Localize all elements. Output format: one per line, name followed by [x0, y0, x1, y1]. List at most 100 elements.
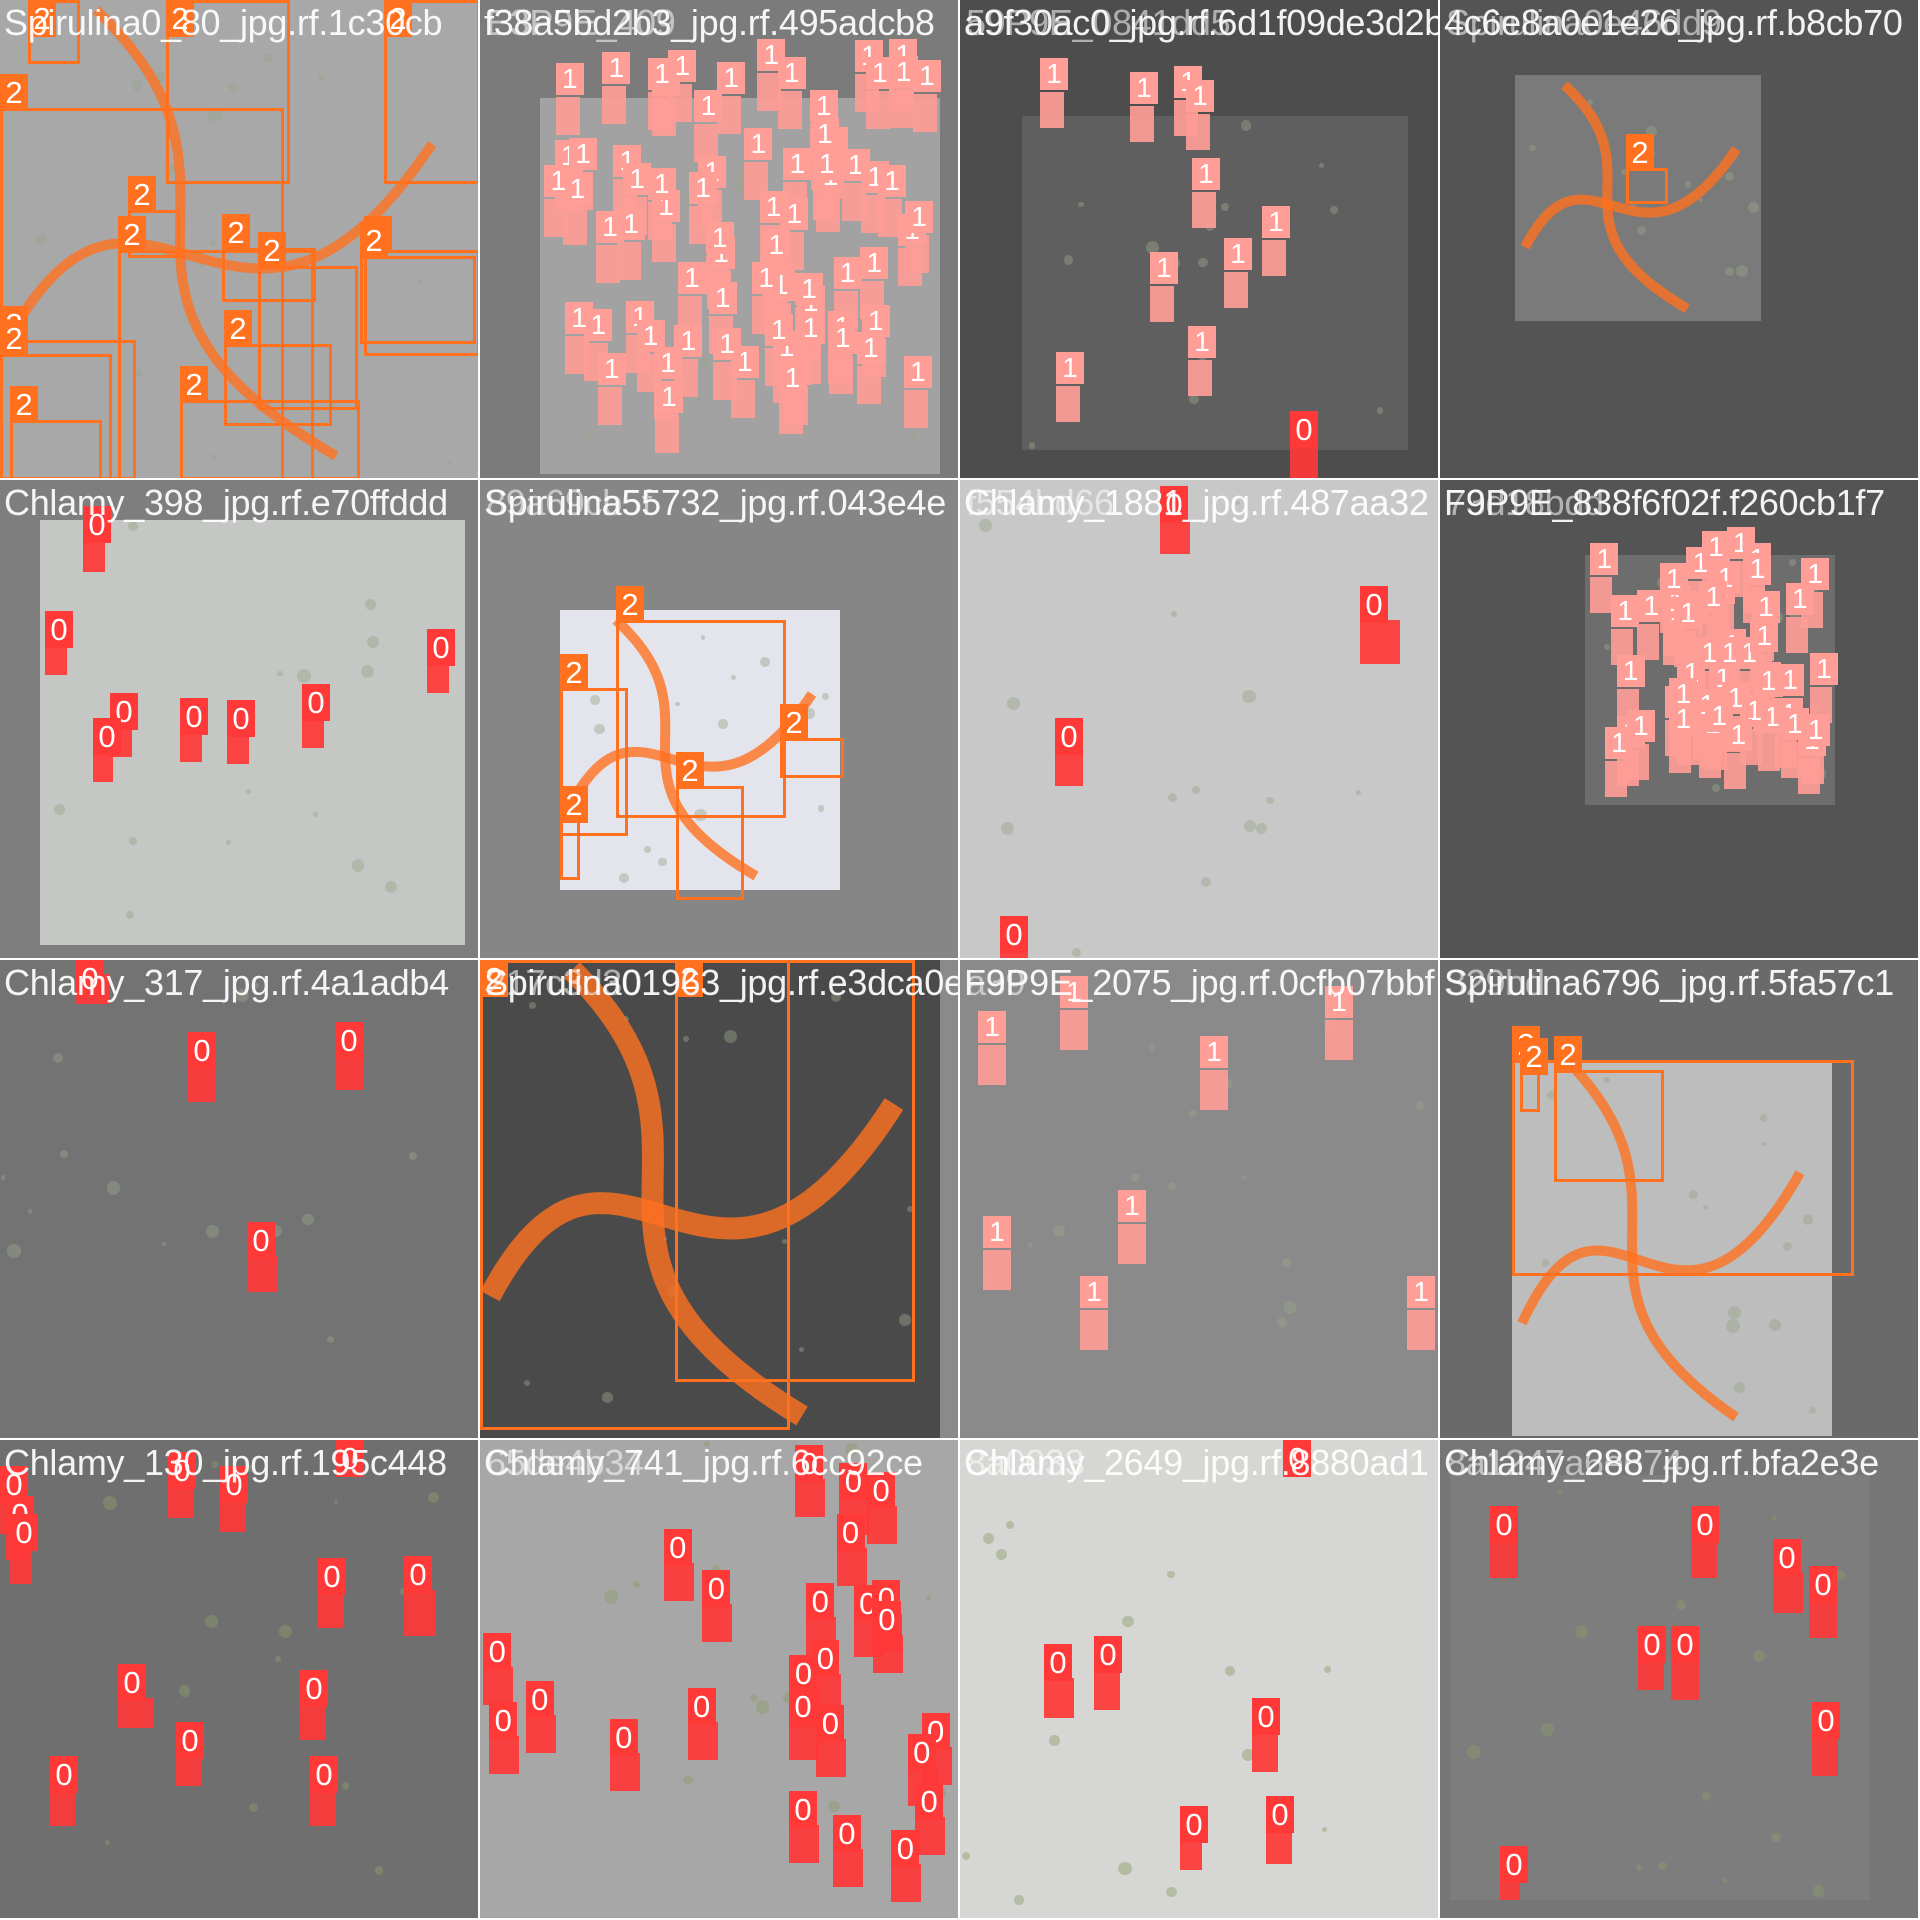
- detection-box: [176, 1756, 202, 1786]
- cell-speck: [235, 988, 250, 1003]
- spirulina-filament: [1517, 1170, 1805, 1326]
- cell-speck: [586, 434, 593, 442]
- detection-box: [480, 960, 790, 1430]
- class-label: 2: [222, 214, 250, 251]
- detection-box: [1080, 1310, 1108, 1350]
- detection-box: [832, 1849, 863, 1888]
- class-label: 1: [597, 352, 626, 385]
- class-label: 0: [76, 960, 104, 997]
- cell-speck: [1724, 171, 1735, 182]
- cell-speck: [1689, 1190, 1698, 1199]
- cell-speck: [718, 719, 728, 729]
- cell-speck: [274, 1656, 281, 1663]
- mosaic-tile: 1111111111111111111111111111111111111111…: [1440, 480, 1920, 960]
- cell-speck: [248, 1802, 259, 1813]
- class-label: 1: [1056, 352, 1084, 384]
- class-label: 1: [596, 210, 625, 243]
- class-label: 1: [1060, 976, 1088, 1008]
- class-label: 2: [166, 0, 194, 37]
- class-label: 0: [1812, 1702, 1840, 1739]
- cell-speck: [1761, 1141, 1766, 1147]
- class-label: 0: [83, 506, 111, 543]
- detection-box: [1638, 1660, 1664, 1690]
- class-label: 2: [1626, 134, 1654, 171]
- class-label: 1: [1150, 252, 1178, 284]
- class-label: 0: [1266, 1796, 1294, 1833]
- cell-speck: [1635, 1864, 1643, 1871]
- detection-box: [10, 420, 102, 478]
- class-label: 1: [1224, 238, 1252, 270]
- cell-speck: [178, 1685, 191, 1697]
- detection-box: [903, 390, 928, 429]
- cell-speck: [749, 1694, 758, 1703]
- cell-speck: [1167, 1182, 1176, 1191]
- detection-box: [560, 688, 628, 836]
- cell-speck: [682, 1035, 689, 1043]
- detection-box: [795, 1478, 826, 1517]
- cell-speck: [619, 873, 630, 884]
- spirulina-filament: [1572, 1066, 1739, 1422]
- cell-speck: [161, 1242, 166, 1247]
- class-label: 1: [717, 62, 746, 95]
- class-label: 0: [1490, 1506, 1518, 1543]
- detection-box: [663, 1563, 694, 1602]
- detection-box: [1044, 1678, 1074, 1718]
- tile-filename-overlap: 8a1247a6e674: [1446, 1442, 1683, 1483]
- class-label: 1: [1750, 620, 1779, 653]
- mosaic-tile: 0 0 0 0 Chlamy_1881_jpg.rf.487aa32 f554bd66: [960, 480, 1440, 960]
- class-label: 1: [708, 281, 737, 314]
- class-label: 1: [1743, 553, 1772, 586]
- cell-speck: [212, 1461, 219, 1468]
- cell-speck: [1788, 558, 1796, 566]
- cell-speck: [446, 461, 452, 466]
- class-label: 1: [1715, 636, 1744, 669]
- detection-box: [1554, 1070, 1664, 1182]
- class-label: 1: [812, 148, 841, 181]
- class-label: 2: [28, 0, 56, 37]
- tile-image: [960, 480, 1438, 958]
- tile-filename: F9P9E_2075_jpg.rf.0cfb07bbf: [964, 962, 1435, 1003]
- detection-box: [1773, 1573, 1803, 1613]
- mosaic-tile: 2 4c6e8a0e1e26_jpg.rf.b8cb70 Spirulina0e46…: [1440, 0, 1920, 480]
- class-label: 1: [689, 171, 718, 204]
- cell-speck: [417, 280, 423, 285]
- cell-speck: [1078, 201, 1084, 207]
- cell-speck: [528, 1001, 537, 1010]
- class-label: 0: [336, 1440, 364, 1477]
- detection-box: [648, 92, 673, 131]
- cell-speck: [103, 1495, 118, 1510]
- filament-layer: [480, 962, 904, 1426]
- tile-filename: 4c6e8a0e1e26_jpg.rf.b8cb70: [1444, 2, 1903, 43]
- class-label: 0: [1638, 1626, 1666, 1663]
- cell-speck: [1356, 790, 1361, 795]
- cell-speck: [1768, 1319, 1781, 1332]
- cell-speck: [155, 72, 165, 82]
- class-label: 2: [0, 74, 28, 111]
- cell-speck: [1528, 144, 1536, 152]
- detection-box: [1160, 520, 1190, 554]
- detection-box: [1180, 1840, 1202, 1870]
- spirulina-filament: [480, 1098, 904, 1302]
- cell-speck: [898, 1314, 911, 1326]
- detection-box: [676, 786, 744, 900]
- cell-speck: [978, 519, 992, 533]
- class-label: 0: [915, 1782, 944, 1820]
- cell-speck: [1676, 1599, 1687, 1611]
- cell-speck: [207, 108, 222, 123]
- detection-box: [227, 734, 249, 764]
- cell-speck: [1188, 394, 1199, 405]
- cell-speck: [128, 837, 138, 846]
- cell-speck: [1557, 1490, 1562, 1495]
- tile-image: [1512, 1060, 1832, 1436]
- cell-speck: [830, 991, 841, 1003]
- class-label: 0: [0, 1466, 28, 1503]
- cell-speck: [845, 1443, 858, 1457]
- cell-speck: [365, 599, 376, 611]
- class-label: 1: [1751, 590, 1780, 623]
- filament-layer: [1517, 1066, 1805, 1422]
- class-label: 1: [1776, 664, 1805, 697]
- class-label: 0: [1691, 1506, 1719, 1543]
- cell-speck: [245, 1464, 253, 1472]
- detection-box: [816, 1739, 847, 1778]
- detection-box: [597, 386, 622, 425]
